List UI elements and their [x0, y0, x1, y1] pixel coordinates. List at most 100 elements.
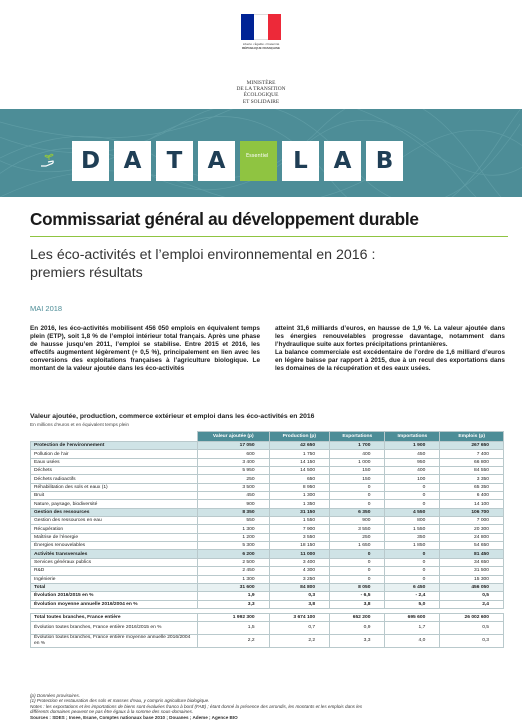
row-label: Évolution toutes branches, France entièr… [30, 621, 198, 636]
table-cell: 3,3 [329, 634, 386, 649]
table-cell: 1 700 [329, 440, 386, 451]
table-cell: 14 150 [268, 457, 331, 468]
table-cell: 54 650 [439, 541, 504, 551]
column-header: Exportations [329, 431, 386, 442]
table-cell: 4 300 [268, 566, 331, 576]
row-label: Déchets radioactifs [30, 474, 198, 484]
table-cell: 6 350 [329, 507, 386, 518]
table-cell: 2,2 [268, 634, 331, 649]
table-cell: 1 300 [268, 491, 331, 501]
document-title: Les éco-activités et l’emploi environnem… [30, 247, 376, 263]
table-cell: 150 [329, 474, 386, 484]
table-row: Gestion des ressources 8 350 31 150 6 350 4 … [30, 507, 504, 518]
table-cell: 3 400 [268, 557, 331, 568]
table-cell: 0,5 [439, 621, 504, 636]
table-cell: 31 500 [439, 566, 504, 576]
table-row: Maîtrise de l’énergie 1 200 3 550 250 350 24 … [30, 532, 504, 543]
table-cell: 3 400 [197, 457, 270, 468]
note-line: différents domaines peuvent ne pas être … [30, 709, 194, 715]
banner-letter: A [324, 141, 361, 181]
banner-letter: A [114, 141, 151, 181]
table-cell: 456 050 [439, 582, 504, 593]
table-cell: 0 [384, 549, 441, 559]
table-cell: 1 300 [197, 574, 270, 584]
table-row: Évolution toutes branches, France entièr… [30, 634, 504, 649]
table-header-row: Valeur ajoutée (p) Production (p) Export… [30, 431, 504, 442]
table-cell: 0 [329, 574, 386, 584]
row-label: Pollution de l’air [30, 449, 198, 459]
table-cell: 7 000 [439, 516, 504, 526]
table-cell: 0,5 [439, 591, 504, 601]
table-cell: 6 450 [384, 582, 441, 593]
table-cell: 7 900 [268, 524, 331, 534]
table-cell: 950 [384, 457, 441, 468]
table-cell: 1 300 [197, 524, 270, 534]
table-cell: 400 [329, 449, 386, 459]
table-cell: 34 650 [439, 557, 504, 568]
row-label: Énergies renouvelables [30, 541, 198, 551]
row-label: Nature, paysage, biodiversité [30, 499, 198, 509]
table-cell: 0 [384, 482, 441, 493]
table-cell: 31 600 [197, 582, 270, 593]
table-cell: 1 650 [329, 541, 386, 551]
ministry-name: MINISTÈRE DE LA TRANSITION ÉCOLOGIQUE ET… [236, 80, 286, 105]
table-cell: 8 950 [268, 482, 331, 493]
table-cell: 0 [384, 557, 441, 568]
banner-letter: D [72, 141, 109, 181]
table-cell: 11 000 [268, 549, 331, 559]
row-label: Total toutes branches, France entière [30, 612, 198, 623]
table-row: Total toutes branches, France entière 1 9… [30, 612, 504, 623]
table-cell: 26 002 600 [439, 612, 504, 623]
table-cell: 5 950 [197, 466, 270, 476]
table-cell: 0 [384, 566, 441, 576]
table-cell: 14 500 [268, 466, 331, 476]
table-cell: 1 550 [268, 516, 331, 526]
note-line: Notes : les exportations et les importat… [30, 703, 363, 709]
table-cell: 900 [329, 516, 386, 526]
table-cell: 5,0 [384, 599, 441, 609]
intro-paragraph: En 2016, les éco-activités mobilisent 45… [30, 325, 260, 372]
table-cell: 3 350 [439, 474, 504, 484]
row-label: R&D [30, 566, 198, 576]
banner-letter: B [366, 141, 403, 181]
table-row: Ingénierie 1 300 3 250 0 0 15 300 [30, 574, 504, 584]
table-cell: 150 [329, 466, 386, 476]
table-cell: 8 050 [329, 582, 386, 593]
row-label: Évolution moyenne annuelle 2016/2004 en … [30, 599, 198, 609]
table-cell: 1 900 [384, 440, 441, 451]
table-cell: 100 [384, 474, 441, 484]
table-cell: 0 [329, 557, 386, 568]
table-row: Gestion des ressources en eau 550 1 550 900… [30, 516, 504, 526]
table-row: R&D 2 450 4 300 0 0 31 500 [30, 566, 504, 576]
table-cell: 4 550 [384, 507, 441, 518]
sources-line: Sources : SDES ; Insee, Esane, Comptes n… [30, 714, 238, 720]
table-cell: 1,7 [384, 621, 441, 636]
table-cell: 66 800 [439, 457, 504, 468]
table-cell: 1 350 [268, 499, 331, 509]
row-label: Activités transversales [30, 549, 198, 559]
publisher-name: Commissariat général au développement du… [30, 209, 419, 229]
column-header: Valeur ajoutée (p) [197, 431, 270, 442]
eco-activities-table: Valeur ajoutée (p) Production (p) Export… [30, 431, 504, 649]
row-label: Évolution toutes branches, France entièr… [30, 634, 198, 649]
table-cell: 550 [197, 516, 270, 526]
table-cell: 1,9 [197, 591, 270, 601]
row-label: Gestion des ressources [30, 507, 198, 518]
row-label: Ingénierie [30, 574, 198, 584]
table-cell: 7 400 [439, 449, 504, 459]
table-row: Réhabilitation des sols et eaux (1) 3 500… [30, 482, 504, 493]
table-cell: 6 200 [197, 549, 270, 559]
document-subtitle: premiers résultats [30, 265, 143, 281]
republic-motto: Liberté • Égalité • Fraternité [242, 42, 280, 46]
table-row: Déchets radioactifs 250 650 150 100 3 350 [30, 474, 504, 484]
table-cell: 400 [384, 466, 441, 476]
table-cell: 350 [384, 532, 441, 543]
table-cell: - 2,4 [384, 591, 441, 601]
table-cell: 0,3 [268, 591, 331, 601]
table-cell: 450 [197, 491, 270, 501]
table-cell: 8 350 [197, 507, 270, 518]
divider [30, 236, 508, 237]
table-row: Nature, paysage, biodiversité 900 1 350 0 0 1… [30, 499, 504, 509]
row-label: Évolution 2016/2015 en % [30, 591, 198, 601]
table-cell: 600 [197, 449, 270, 459]
